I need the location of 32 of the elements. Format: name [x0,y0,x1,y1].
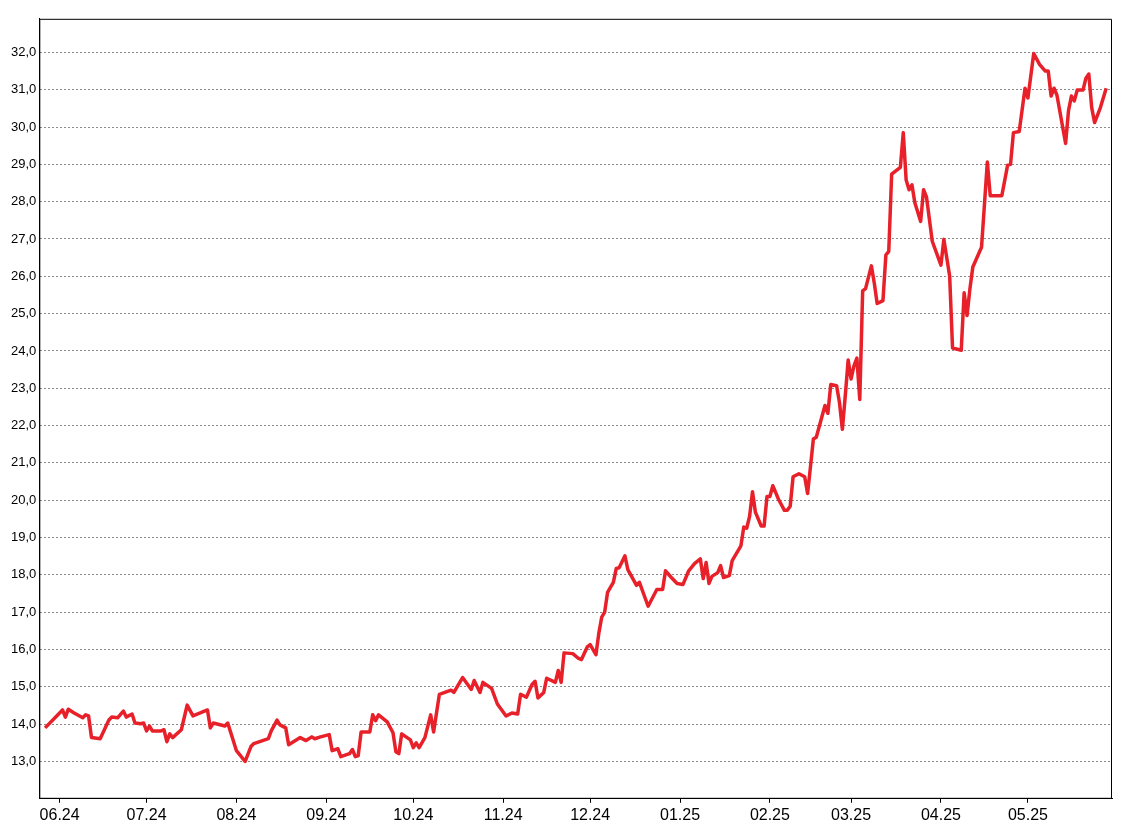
x-tick-label: 01.25 [660,805,701,823]
y-tick-label: 24,0 [10,342,37,358]
y-tick-label: 32,0 [10,43,37,59]
y-tick-label: 28,0 [10,193,37,209]
y-tick-label: 18,0 [10,566,37,582]
x-tick-label: 09.24 [306,805,347,823]
y-tick-label: 16,0 [10,641,37,657]
y-tick-label: 23,0 [10,379,37,395]
y-tick-label: 31,0 [10,81,37,97]
y-tick-label: 25,0 [10,305,37,321]
y-tick-label: 26,0 [10,267,37,283]
x-tick-label: 08.24 [216,805,257,823]
y-tick-label: 22,0 [10,417,37,433]
y-tick-label: 15,0 [10,678,37,694]
x-tick-label: 02.25 [749,805,791,823]
x-tick-label: 07.24 [126,805,167,823]
x-tick-label: 03.25 [831,805,872,823]
x-tick-label: 11.24 [483,805,523,823]
y-tick-label: 19,0 [10,529,37,545]
y-tick-label: 27,0 [10,230,37,246]
y-tick-label: 29,0 [10,155,37,171]
x-tick-label: 10.24 [393,805,434,823]
x-tick-label: 12.24 [570,805,611,823]
x-tick-label: 04.25 [920,805,962,823]
y-tick-label: 30,0 [10,118,37,134]
y-tick-label: 13,0 [10,753,37,769]
y-tick-label: 17,0 [10,603,37,619]
x-tick-label: 06.24 [39,805,80,823]
y-tick-label: 20,0 [10,491,37,507]
y-tick-label: 21,0 [10,454,37,470]
x-tick-label: 05.25 [1007,805,1049,823]
y-tick-label: 14,0 [10,715,37,731]
